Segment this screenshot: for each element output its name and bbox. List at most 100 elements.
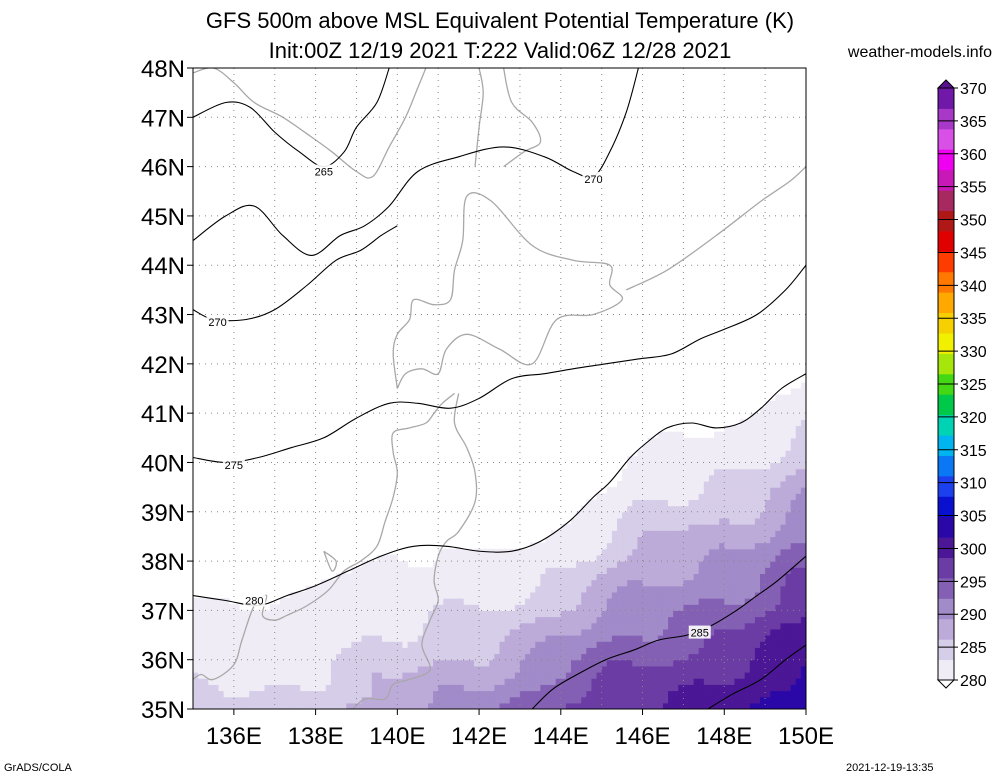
coastline [474,68,484,167]
shade-cell [387,604,393,611]
shade-cell [714,678,720,685]
shade-cell [366,659,373,667]
shade-cell [790,690,797,698]
shade-cell [729,702,736,709]
shade-cell [325,659,332,667]
shade-cell [468,579,475,587]
shade-cell [606,659,613,667]
shade-cell [402,653,409,661]
shade-cell [433,622,439,630]
shade-cell [739,604,746,611]
shade-cell [795,530,802,538]
shade-cell [433,616,439,624]
shade-cell [652,678,659,685]
shade-cell [622,696,628,704]
shade-cell [412,579,419,587]
shade-cell [770,406,776,414]
shade-cell [295,672,301,679]
shade-cell [616,641,623,648]
shade-cell [734,567,741,574]
shade-cell [662,443,669,451]
shade-cell [387,684,393,692]
shade-cell [198,628,204,636]
shade-cell [785,437,792,445]
shade-cell [453,579,460,587]
shade-cell [642,598,649,605]
shade-cell [203,610,209,618]
shade-cell [392,579,398,587]
shade-cell [693,554,700,562]
shade-cell [724,524,730,531]
shade-cell [632,616,639,624]
shade-cell [678,635,684,642]
shade-cell [596,604,603,611]
shade-cell [606,530,613,538]
shade-cell [632,517,639,525]
colorbar-label: 310 [960,476,987,493]
shade-cell [407,604,414,611]
shade-cell [233,696,240,704]
shade-cell [581,702,587,709]
shade-cell [668,505,674,513]
shade-cell [427,610,434,618]
shade-cell [591,610,598,618]
shade-cell [427,641,434,648]
shade-cell [795,598,802,605]
shade-cell [458,567,465,574]
shade-cell [193,665,199,673]
shade-cell [754,487,761,494]
shade-cell [514,628,521,636]
shade-cell [509,610,516,618]
shade-cell [754,647,761,655]
y-tick-label: 47N [141,105,185,132]
y-tick-label: 44N [141,253,185,280]
shade-cell [535,678,541,685]
shade-cell [693,530,700,538]
shade-cell [647,499,654,507]
shade-cell [356,604,363,611]
shade-cell [479,641,485,648]
shade-cell [662,462,669,470]
shade-cell [499,672,506,679]
shade-cell [422,702,429,709]
shade-cell [708,690,715,698]
shade-cell [565,567,572,574]
shade-cell [371,635,378,642]
shade-cell [719,493,725,501]
shade-cell [540,678,547,685]
shade-cell [535,672,541,679]
shade-cell [647,443,654,451]
shade-cell [616,585,623,593]
shade-cell [795,635,802,642]
shade-cell [382,604,388,611]
shade-cell [489,622,495,630]
shade-cell [525,616,531,624]
footer-left: GrADS/COLA [4,762,72,774]
shade-cell [596,554,603,562]
shade-cell [346,678,352,685]
shade-cell [800,517,806,525]
colorbar-label: 350 [960,213,987,230]
shade-cell [295,690,301,698]
shade-cell [499,622,506,630]
shade-cell [382,653,388,661]
shade-cell [683,511,690,519]
shade-cell [591,585,598,593]
shade-cell [366,690,373,698]
shade-cell [213,616,220,624]
shade-cell [264,635,271,642]
shade-cell [770,480,776,488]
shade-cell [535,567,541,574]
shade-cell [366,610,373,618]
shade-cell [652,542,659,550]
shade-cell [714,659,720,667]
shade-cell [264,665,271,673]
shade-cell [550,610,557,618]
shade-cell [780,702,787,709]
shade-cell [780,690,787,698]
shade-cell [576,536,582,544]
shade-cell [279,610,286,618]
shade-cell [305,641,312,648]
shade-cell [719,530,725,538]
shade-cell [525,573,531,581]
